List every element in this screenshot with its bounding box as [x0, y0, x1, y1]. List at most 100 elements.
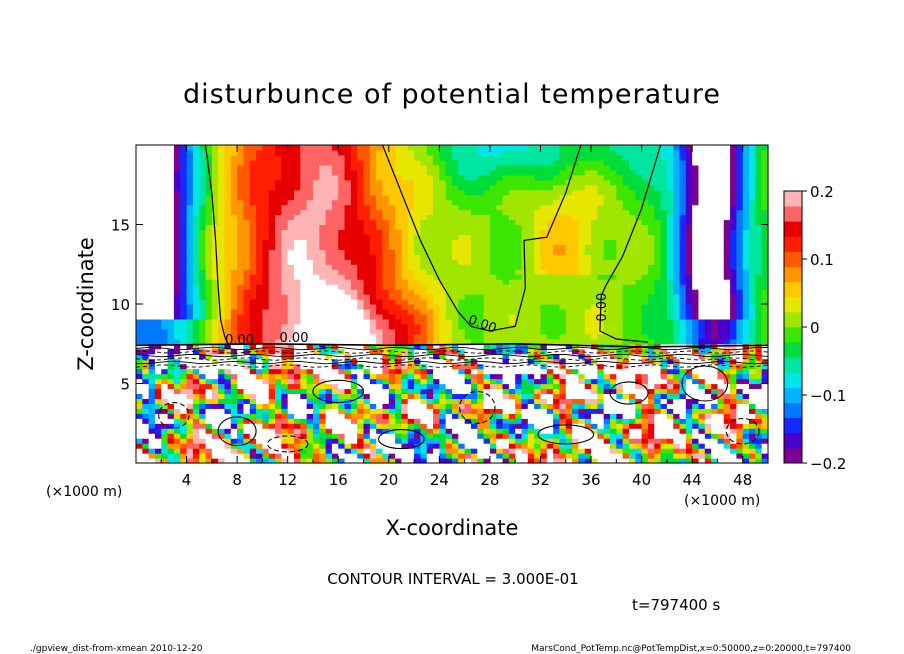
heatmap-cell	[433, 224, 440, 231]
heatmap-cell	[534, 189, 542, 196]
heatmap-cell	[521, 358, 529, 365]
heatmap-cell	[382, 338, 390, 345]
heatmap-cell	[249, 159, 257, 166]
heatmap-cell	[445, 398, 453, 404]
heatmap-cell	[268, 423, 276, 429]
heatmap-cell	[395, 174, 403, 181]
heatmap-cell	[591, 219, 598, 226]
heatmap-cell	[502, 388, 510, 395]
heatmap-cell	[338, 348, 346, 355]
heatmap-cell	[445, 189, 453, 196]
heatmap-cell	[420, 299, 428, 305]
heatmap-cell	[452, 353, 459, 360]
heatmap-cell	[199, 323, 207, 330]
heatmap-cell	[515, 154, 523, 161]
heatmap-cell	[369, 408, 377, 414]
heatmap-cell	[199, 448, 207, 454]
heatmap-cell	[180, 274, 188, 280]
heatmap-cell	[515, 219, 523, 226]
heatmap-cell	[584, 145, 592, 151]
heatmap-cell	[464, 398, 472, 404]
heatmap-cell	[350, 244, 358, 250]
heatmap-cell	[496, 368, 504, 375]
heatmap-cell	[249, 164, 257, 171]
heatmap-cell	[325, 418, 333, 424]
heatmap-cell	[470, 274, 478, 280]
heatmap-cell	[464, 413, 472, 419]
heatmap-cell	[167, 348, 175, 355]
heatmap-cell	[433, 145, 440, 151]
heatmap-cell	[211, 388, 219, 395]
heatmap-cell	[540, 453, 548, 459]
heatmap-cell	[268, 323, 276, 330]
heatmap-cell	[180, 284, 188, 290]
heatmap-cell	[452, 393, 459, 400]
heatmap-cell	[224, 284, 232, 290]
heatmap-cell	[553, 428, 561, 434]
heatmap-cell	[420, 428, 428, 434]
heatmap-cell	[142, 184, 150, 191]
heatmap-cell	[382, 279, 390, 285]
heatmap-cell	[275, 169, 282, 176]
heatmap-cell	[312, 408, 320, 414]
heatmap-cell	[527, 229, 535, 236]
heatmap-cell	[534, 219, 542, 226]
heatmap-cell	[414, 204, 421, 211]
heatmap-cell	[154, 308, 162, 315]
heatmap-cell	[331, 219, 339, 226]
heatmap-cell	[205, 368, 213, 375]
heatmap-cell	[458, 443, 466, 449]
heatmap-cell	[161, 443, 169, 449]
heatmap-cell	[433, 363, 440, 370]
heatmap-cell	[192, 358, 200, 365]
heatmap-cell	[464, 149, 472, 156]
heatmap-cell	[388, 423, 396, 429]
heatmap-cell	[470, 313, 478, 320]
heatmap-cell	[154, 219, 162, 226]
heatmap-cell	[616, 368, 624, 375]
heatmap-cell	[325, 164, 333, 171]
heatmap-cell	[331, 358, 339, 365]
heatmap-cell	[382, 398, 390, 404]
heatmap-cell	[502, 343, 510, 350]
heatmap-cell	[287, 318, 295, 325]
heatmap-cell	[199, 413, 207, 419]
heatmap-cell	[331, 229, 339, 236]
heatmap-cell	[167, 169, 175, 176]
heatmap-cell	[382, 264, 390, 270]
heatmap-cell	[148, 169, 156, 176]
heatmap-cell	[388, 289, 396, 295]
heatmap-cell	[622, 149, 630, 156]
heatmap-cell	[369, 149, 377, 156]
heatmap-cell	[357, 458, 365, 464]
heatmap-cell	[622, 403, 630, 409]
heatmap-cell	[622, 284, 630, 290]
heatmap-cell	[534, 423, 542, 429]
heatmap-cell	[350, 453, 358, 459]
heatmap-cell	[338, 244, 346, 250]
heatmap-cell	[161, 234, 169, 241]
heatmap-cell	[515, 413, 523, 419]
heatmap-cell	[262, 418, 270, 424]
heatmap-cell	[230, 353, 238, 360]
heatmap-cell	[515, 149, 523, 156]
heatmap-cell	[350, 388, 358, 395]
heatmap-cell	[433, 214, 440, 221]
heatmap-cell	[230, 423, 238, 429]
heatmap-cell	[136, 284, 143, 290]
heatmap-cell	[281, 438, 289, 444]
heatmap-cell	[281, 154, 289, 161]
heatmap-cell	[294, 254, 301, 260]
heatmap-cell	[401, 428, 409, 434]
heatmap-cell	[458, 433, 466, 439]
heatmap-cell	[521, 318, 529, 325]
heatmap-cell	[483, 159, 491, 166]
heatmap-cell	[559, 458, 567, 464]
heatmap-cell	[173, 249, 181, 255]
heatmap-cell	[294, 448, 301, 454]
heatmap-cell	[515, 199, 523, 206]
heatmap-cell	[369, 413, 377, 419]
heatmap-cell	[426, 174, 434, 181]
heatmap-cell	[496, 145, 504, 151]
heatmap-cell	[546, 458, 554, 464]
